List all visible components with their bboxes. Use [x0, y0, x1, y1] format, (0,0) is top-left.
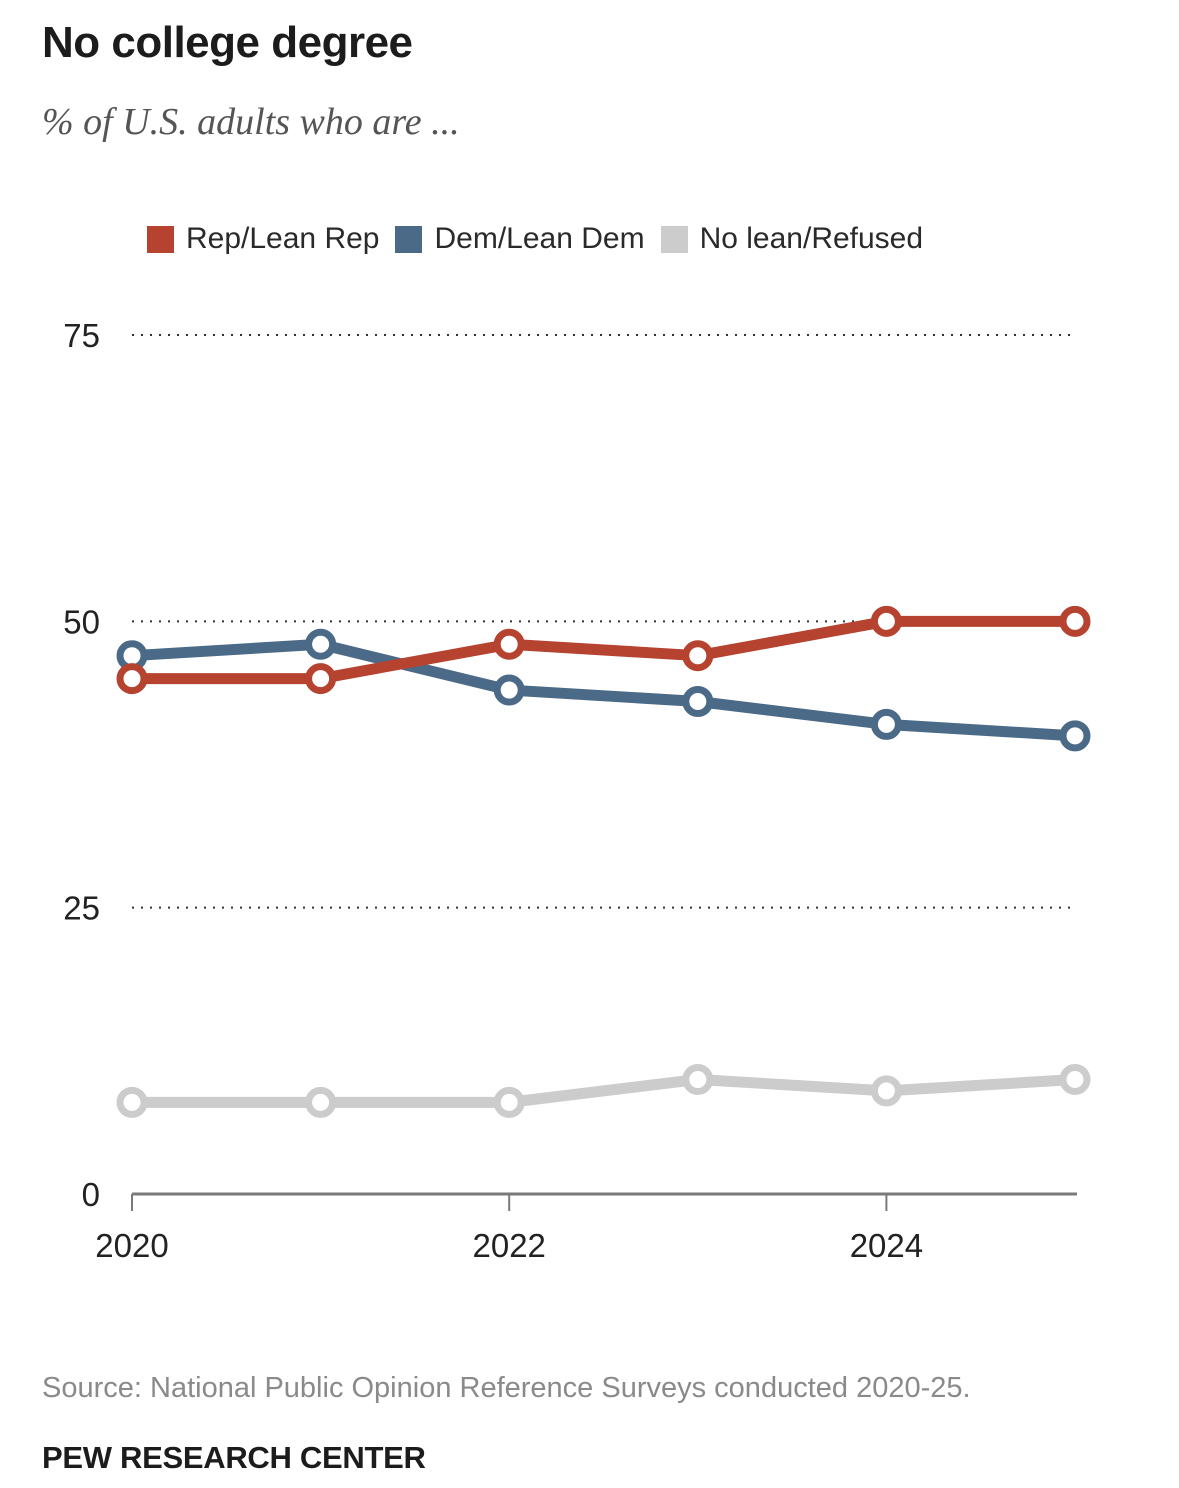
point-no-lean-refused-2022	[493, 1086, 525, 1118]
line-chart: 0 25 50 75 2020 2022 2024	[63, 317, 1091, 1264]
y-tick-label-0: 0	[82, 1176, 100, 1213]
point-rep-lean-rep-2020	[116, 663, 148, 695]
series-no-lean-refused	[116, 1063, 1091, 1118]
x-tick-label-2022: 2022	[472, 1227, 545, 1264]
point-dem-lean-dem-2025	[1059, 720, 1091, 752]
gridlines	[132, 334, 1070, 909]
point-rep-lean-rep-2023	[682, 640, 714, 672]
legend-swatch-nolean	[660, 225, 688, 253]
x-tick-label-2020: 2020	[95, 1227, 168, 1264]
chart-title: No college degree	[42, 18, 413, 67]
legend-item-nolean: No lean/Refused	[660, 222, 924, 256]
legend-swatch-rep	[147, 225, 174, 253]
series-rep-lean-rep	[116, 605, 1091, 695]
legend-item-dem: Dem/Lean Dem	[395, 222, 645, 256]
point-no-lean-refused-2023	[682, 1063, 714, 1095]
point-dem-lean-dem-2024	[870, 708, 902, 740]
point-dem-lean-dem-2021	[305, 628, 337, 660]
point-no-lean-refused-2021	[305, 1086, 337, 1118]
legend-label-dem: Dem/Lean Dem	[434, 222, 645, 255]
point-no-lean-refused-2025	[1059, 1063, 1091, 1095]
brand-logo-text: PEW RESEARCH CENTER	[42, 1440, 426, 1475]
y-axis-ticks: 0 25 50 75	[63, 317, 100, 1213]
line-rep-lean-rep	[132, 615, 1075, 685]
point-rep-lean-rep-2024	[870, 605, 902, 637]
y-tick-label-75: 75	[63, 317, 100, 354]
legend-label-rep: Rep/Lean Rep	[186, 222, 380, 255]
series-lines	[116, 605, 1091, 1118]
line-dem-lean-dem	[131, 638, 1076, 742]
chart-subtitle: % of U.S. adults who are ...	[42, 101, 460, 143]
point-no-lean-refused-2024	[870, 1075, 902, 1107]
point-rep-lean-rep-2021	[305, 663, 337, 695]
series-dem-lean-dem	[116, 628, 1091, 752]
y-tick-label-25: 25	[63, 890, 100, 927]
x-axis: 2020 2022 2024	[95, 1192, 1077, 1264]
legend-swatch-dem	[395, 225, 423, 253]
point-rep-lean-rep-2022	[493, 628, 525, 660]
point-dem-lean-dem-2022	[493, 674, 525, 706]
y-tick-label-50: 50	[63, 603, 100, 640]
legend-item-rep: Rep/Lean Rep	[147, 222, 379, 256]
line-no-lean-refused	[132, 1073, 1076, 1108]
point-no-lean-refused-2020	[116, 1086, 148, 1118]
legend-label-nolean: No lean/Refused	[699, 222, 924, 255]
x-tick-label-2024: 2024	[850, 1227, 923, 1264]
source-note: Source: National Public Opinion Referenc…	[42, 1372, 971, 1404]
legend: Rep/Lean Rep Dem/Lean Dem No lean/Refuse…	[147, 222, 939, 256]
point-dem-lean-dem-2023	[682, 686, 714, 718]
point-rep-lean-rep-2025	[1059, 605, 1091, 637]
